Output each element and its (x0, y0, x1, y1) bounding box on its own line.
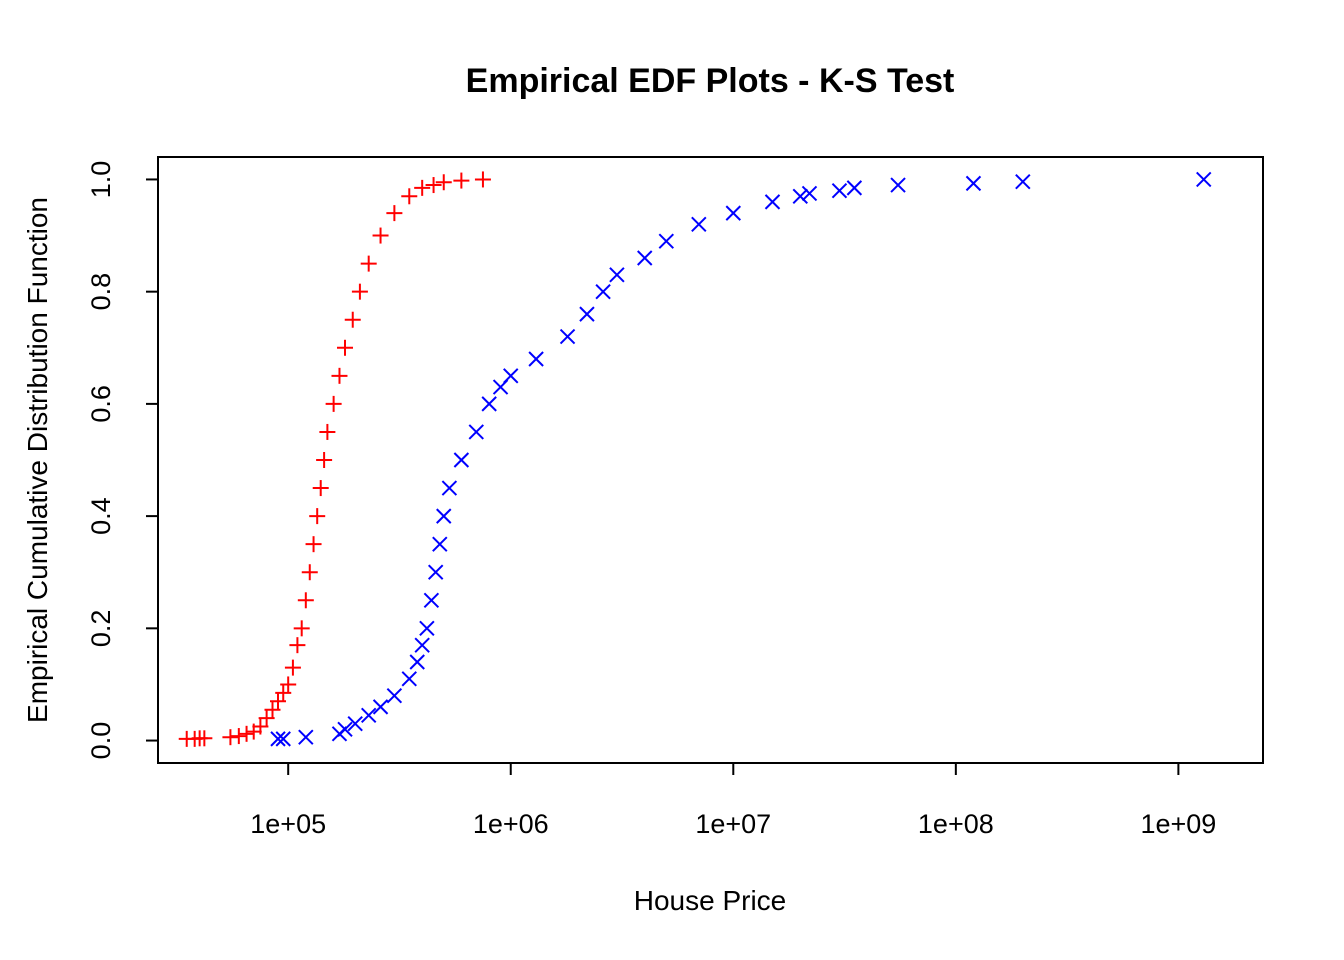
point-2-11 (414, 637, 430, 653)
y-tick-label-1: 0.2 (86, 610, 116, 648)
point-1-25 (331, 367, 348, 384)
point-2-7 (372, 699, 389, 715)
point-2-24 (559, 328, 576, 345)
data-points (178, 171, 1212, 747)
point-1-14 (284, 659, 301, 676)
point-2-0 (270, 731, 286, 747)
point-1-26 (337, 339, 354, 356)
y-axis-label: Empirical Cumulative Distribution Functi… (22, 197, 53, 723)
point-2-19 (468, 424, 484, 440)
point-2-36 (846, 180, 863, 196)
point-1-4 (222, 729, 239, 746)
point-1-5 (230, 728, 247, 745)
chart-title: Empirical EDF Plots - K-S Test (466, 62, 955, 100)
point-1-9 (258, 710, 275, 727)
point-1-37 (474, 171, 491, 188)
point-2-26 (595, 283, 611, 300)
y-tick-label-3: 0.6 (86, 385, 116, 423)
point-1-30 (372, 227, 389, 244)
plot-frame (157, 156, 1264, 764)
point-2-20 (481, 396, 497, 412)
point-2-35 (831, 182, 848, 199)
point-1-16 (293, 620, 310, 637)
point-2-39 (1015, 173, 1031, 190)
point-1-32 (401, 188, 418, 205)
point-1-19 (305, 536, 322, 553)
point-1-29 (360, 255, 377, 272)
point-2-8 (386, 687, 403, 704)
x-tick-label-3: 1e+08 (918, 809, 994, 839)
point-1-23 (319, 423, 336, 440)
point-2-37 (890, 177, 906, 193)
y-tick-label-5: 1.0 (86, 161, 116, 199)
point-1-31 (386, 205, 403, 222)
x-tick-label-4: 1e+09 (1140, 809, 1216, 839)
point-2-10 (409, 654, 425, 670)
point-2-4 (337, 721, 353, 738)
point-1-17 (297, 592, 314, 609)
point-2-34 (801, 185, 818, 202)
series-1 (178, 171, 491, 747)
y-tick-label-0: 0.0 (86, 722, 116, 760)
point-2-15 (432, 536, 448, 552)
point-1-33 (414, 179, 431, 196)
point-2-31 (725, 205, 741, 221)
x-axis-label: House Price (634, 885, 787, 916)
point-2-25 (579, 306, 595, 322)
point-2-14 (427, 564, 444, 580)
y-tick-label-2: 0.4 (86, 497, 116, 535)
point-2-16 (436, 508, 452, 524)
point-2-22 (503, 368, 519, 384)
point-2-30 (691, 216, 707, 233)
point-1-20 (309, 508, 326, 525)
point-2-9 (401, 671, 417, 687)
point-1-11 (270, 693, 287, 710)
point-1-10 (264, 701, 281, 718)
y-tick-label-4: 0.8 (86, 273, 116, 311)
point-2-6 (360, 707, 377, 724)
x-tick-label-0: 1e+05 (250, 809, 326, 839)
point-2-33 (792, 188, 808, 204)
point-1-12 (275, 684, 292, 701)
point-2-18 (453, 452, 470, 468)
point-2-28 (637, 250, 653, 266)
series-2 (270, 171, 1212, 747)
point-2-12 (419, 620, 435, 637)
point-2-40 (1196, 171, 1212, 188)
point-1-35 (435, 174, 452, 191)
x-tick-label-2: 1e+07 (695, 809, 771, 839)
point-2-29 (658, 233, 675, 249)
x-tick-label-1: 1e+06 (473, 809, 549, 839)
point-1-8 (252, 718, 269, 735)
point-1-6 (238, 725, 255, 742)
point-1-21 (312, 480, 329, 497)
point-1-15 (289, 637, 306, 654)
point-1-13 (280, 676, 297, 693)
point-2-38 (965, 175, 982, 192)
y-axis: 0.0 0.2 0.4 0.6 0.8 1.0 (86, 161, 158, 760)
point-1-18 (301, 564, 318, 581)
point-2-17 (441, 480, 458, 496)
x-axis: 1e+05 1e+06 1e+07 1e+08 1e+09 (250, 763, 1216, 839)
point-1-34 (425, 177, 442, 194)
point-2-27 (609, 267, 625, 283)
point-2-23 (528, 351, 544, 367)
point-1-36 (453, 172, 470, 189)
point-1-28 (351, 283, 368, 300)
point-1-24 (325, 395, 342, 412)
point-2-2 (298, 729, 314, 745)
point-1-27 (344, 311, 361, 328)
point-2-13 (423, 592, 440, 608)
point-1-3 (196, 730, 213, 747)
point-2-32 (764, 194, 781, 210)
point-2-1 (275, 731, 291, 747)
point-1-22 (316, 452, 333, 468)
point-2-5 (347, 716, 363, 732)
